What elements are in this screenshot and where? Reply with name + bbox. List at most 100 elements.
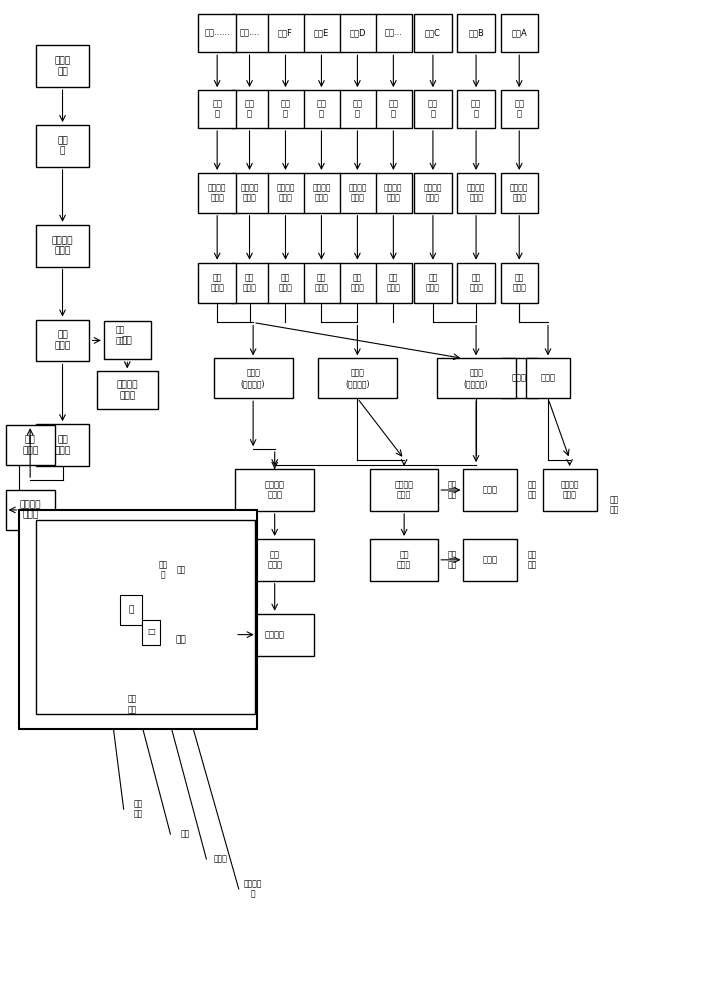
Text: 气体F: 气体F xyxy=(278,29,293,38)
Bar xyxy=(231,173,268,213)
Text: 电热丝: 电热丝 xyxy=(214,854,227,863)
Bar xyxy=(500,358,538,398)
Text: 质量流量
控制器: 质量流量 控制器 xyxy=(467,183,485,203)
Bar xyxy=(500,263,538,303)
Text: 天平
控制器: 天平 控制器 xyxy=(54,435,71,455)
Text: 质量流量
控制器: 质量流量 控制器 xyxy=(277,183,295,203)
Text: 坩埚: 坩埚 xyxy=(180,830,189,839)
Bar xyxy=(339,90,376,128)
Bar xyxy=(457,14,495,52)
Bar xyxy=(543,469,596,511)
Text: 混合气体
分析仪: 混合气体 分析仪 xyxy=(560,480,579,500)
Text: 量热信号
处理器: 量热信号 处理器 xyxy=(19,500,41,520)
Bar xyxy=(375,173,412,213)
Text: 质量流量
控制器: 质量流量 控制器 xyxy=(510,183,529,203)
Text: 气体
输出: 气体 输出 xyxy=(527,550,536,570)
Text: 减压
阀: 减压 阀 xyxy=(245,99,255,119)
Bar xyxy=(464,539,518,581)
Bar xyxy=(303,14,340,52)
Text: 混合器
(多路混合): 混合器 (多路混合) xyxy=(345,369,370,388)
Bar xyxy=(231,14,268,52)
Text: 质量
流量计: 质量 流量计 xyxy=(469,273,483,292)
Text: 质量
流量计: 质量 流量计 xyxy=(243,273,256,292)
Bar xyxy=(303,263,340,303)
Bar xyxy=(231,263,268,303)
Bar xyxy=(500,173,538,213)
Bar xyxy=(199,14,236,52)
Bar xyxy=(235,539,314,581)
Bar xyxy=(339,14,376,52)
Text: 质量
流量计: 质量 流量计 xyxy=(513,273,526,292)
Text: 尾气
分析仪: 尾气 分析仪 xyxy=(267,550,282,570)
Text: 气体
输出: 气体 输出 xyxy=(527,480,536,500)
Text: 质量流量
控制器: 质量流量 控制器 xyxy=(240,183,258,203)
Text: 分气器: 分气器 xyxy=(483,555,498,564)
Text: 接尾
气管: 接尾 气管 xyxy=(128,695,137,714)
Text: 质量流量
控制器: 质量流量 控制器 xyxy=(52,236,73,255)
Bar xyxy=(235,469,314,511)
Text: 气体B: 气体B xyxy=(468,29,484,38)
Bar xyxy=(457,90,495,128)
Bar xyxy=(142,620,160,645)
Bar xyxy=(457,263,495,303)
Bar xyxy=(414,90,452,128)
Text: 标准气
体源: 标准气 体源 xyxy=(54,57,71,76)
Text: 控制单元: 控制单元 xyxy=(265,630,284,639)
Bar xyxy=(500,14,538,52)
Bar xyxy=(370,539,438,581)
Bar xyxy=(35,125,90,167)
Bar xyxy=(318,358,397,398)
Text: 质量流量
控制器: 质量流量 控制器 xyxy=(348,183,367,203)
Text: 废气
输出: 废气 输出 xyxy=(448,550,457,570)
Bar xyxy=(414,173,452,213)
Text: 气体...: 气体... xyxy=(384,29,402,38)
Text: 减压
阀: 减压 阀 xyxy=(428,99,438,119)
Bar xyxy=(339,173,376,213)
Bar xyxy=(35,424,90,466)
Bar xyxy=(437,358,516,398)
Bar xyxy=(267,263,304,303)
Text: 质量
流量计: 质量 流量计 xyxy=(315,273,329,292)
Text: 炉区: 炉区 xyxy=(177,565,186,574)
Text: 质量
流量计: 质量 流量计 xyxy=(210,273,224,292)
Bar xyxy=(97,371,158,409)
Bar xyxy=(370,469,438,511)
Bar xyxy=(303,90,340,128)
Text: 口: 口 xyxy=(129,605,134,614)
Bar xyxy=(120,595,142,625)
Text: 气体A: 气体A xyxy=(511,29,527,38)
Bar xyxy=(35,45,90,87)
Bar xyxy=(231,90,268,128)
Bar xyxy=(526,358,570,398)
Bar xyxy=(6,425,55,465)
Text: 混合器
(多路混合): 混合器 (多路混合) xyxy=(241,369,266,388)
Text: 天平
支架: 天平 支架 xyxy=(134,799,143,819)
Text: 分气器: 分气器 xyxy=(483,486,498,495)
Text: 质量流量
控制器: 质量流量 控制器 xyxy=(312,183,331,203)
Bar xyxy=(267,173,304,213)
Text: 混合器
(多路混合): 混合器 (多路混合) xyxy=(464,369,488,388)
Text: 质量
流量计: 质量 流量计 xyxy=(350,273,365,292)
Text: 混合器: 混合器 xyxy=(512,374,527,383)
Bar xyxy=(35,225,90,267)
Bar xyxy=(36,520,256,714)
Text: 减压
阀: 减压 阀 xyxy=(352,99,362,119)
Text: 减压
阀: 减压 阀 xyxy=(57,136,68,156)
Bar xyxy=(267,14,304,52)
Text: 减压
阀: 减压 阀 xyxy=(280,99,290,119)
Text: 质量流量
控制器: 质量流量 控制器 xyxy=(208,183,227,203)
Text: 安全: 安全 xyxy=(122,336,133,345)
Bar xyxy=(6,490,55,530)
Text: 质量
流量计: 质量 流量计 xyxy=(426,273,440,292)
Text: 气体E: 气体E xyxy=(314,29,329,38)
Text: 混合器: 混合器 xyxy=(541,374,555,383)
Bar xyxy=(104,321,151,359)
Text: 接合
气体: 接合 气体 xyxy=(116,326,125,345)
Text: 减压
阀: 减压 阀 xyxy=(388,99,399,119)
Text: 质量流量
控制器: 质量流量 控制器 xyxy=(424,183,442,203)
Bar xyxy=(500,90,538,128)
Text: 气体......: 气体...... xyxy=(204,29,230,38)
Bar xyxy=(414,14,452,52)
Bar xyxy=(35,320,90,361)
Bar xyxy=(457,173,495,213)
